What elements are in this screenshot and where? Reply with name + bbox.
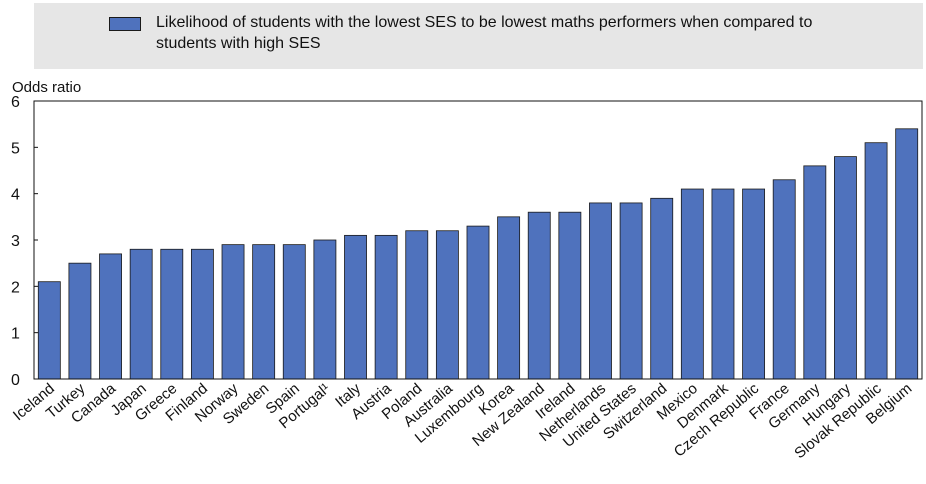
bar-germany [803,165,827,380]
y-tick-label: 2 [11,279,20,296]
bar-norway [221,244,245,380]
bar-australia [435,230,459,380]
bar-poland [405,230,429,380]
bar-austria [374,234,398,380]
bar-netherlands [589,202,612,380]
bar-france [772,179,796,380]
bar-luxembourg [466,225,490,380]
bars [37,128,919,380]
legend: Likelihood of students with the lowest S… [34,3,923,69]
bar-new-zealand [527,211,551,380]
bar-portugal [313,239,337,380]
y-axis-label: Odds ratio [12,79,81,96]
bar-switzerland [650,197,674,380]
legend-label: Likelihood of students with the lowest S… [156,14,813,52]
y-tick-label: 1 [11,326,20,343]
bar-sweden [252,244,276,380]
bar-ireland [558,211,582,380]
y-axis-ticks: 0 1 2 3 4 5 6 [11,94,38,389]
bar-korea [497,216,521,380]
legend-swatch [109,17,141,31]
bar-italy [344,234,367,380]
bar-canada [99,253,122,380]
bar-iceland [37,281,61,380]
bar-hungary [834,156,857,380]
bar-turkey [68,262,92,380]
bar-finland [190,248,214,380]
y-tick-label: 4 [11,187,20,204]
y-tick-label: 6 [11,94,20,111]
y-tick-label: 0 [11,372,20,389]
bar-slovak-republic [864,142,888,380]
plot-frame [33,100,923,380]
bar-greece [160,248,184,380]
y-tick-label: 5 [11,140,20,157]
y-tick-label: 3 [11,233,20,250]
bar-belgium [895,128,919,380]
bar-united-states [619,202,643,380]
x-axis-ticks: IcelandTurkeyCanadaJapanGreeceFinlandNor… [10,380,915,463]
bar-spain [282,244,306,380]
bar-czech-republic [742,188,766,380]
bar-japan [129,248,153,380]
bar-mexico [680,188,704,380]
bar-denmark [711,188,735,380]
